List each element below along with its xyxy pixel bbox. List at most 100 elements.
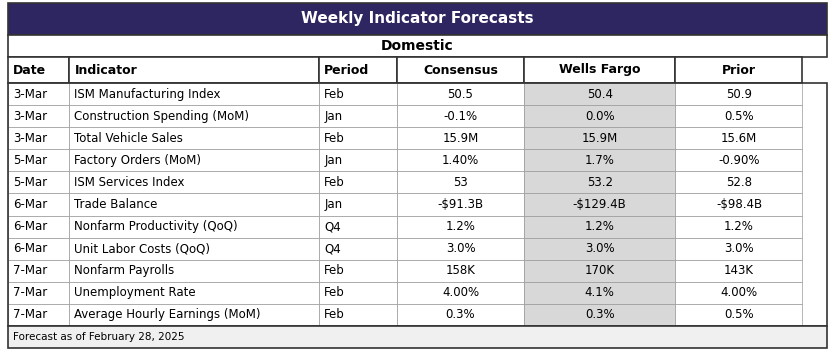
Text: Unemployment Rate: Unemployment Rate [74, 286, 196, 299]
Text: 50.5: 50.5 [448, 88, 473, 101]
Bar [676, 127, 802, 149]
Text: -0.90%: -0.90% [718, 154, 760, 167]
Text: 7-Mar: 7-Mar [13, 264, 48, 277]
Bar [69, 216, 319, 238]
Bar [676, 149, 802, 171]
Bar [676, 57, 802, 83]
Bar [319, 105, 397, 127]
Text: 1.2%: 1.2% [724, 220, 754, 233]
Text: 52.8: 52.8 [726, 176, 752, 189]
Text: 1.2%: 1.2% [584, 220, 615, 233]
Text: 0.5%: 0.5% [724, 110, 754, 122]
Text: 158K: 158K [446, 264, 475, 277]
Text: 3.0%: 3.0% [724, 242, 754, 255]
Text: ISM Manufacturing Index: ISM Manufacturing Index [74, 88, 221, 101]
Bar [524, 260, 676, 282]
Bar [524, 127, 676, 149]
Text: 53: 53 [453, 176, 468, 189]
Bar [69, 238, 319, 260]
Bar [8, 171, 69, 193]
Text: 1.2%: 1.2% [446, 220, 475, 233]
Text: Factory Orders (MoM): Factory Orders (MoM) [74, 154, 201, 167]
Bar [319, 149, 397, 171]
Text: Feb: Feb [324, 264, 345, 277]
Text: Feb: Feb [324, 309, 345, 322]
Bar [319, 193, 397, 216]
Bar [524, 282, 676, 304]
Text: -$129.4B: -$129.4B [573, 198, 626, 211]
Text: ISM Services Index: ISM Services Index [74, 176, 185, 189]
Text: 3-Mar: 3-Mar [13, 132, 47, 145]
Bar [8, 127, 69, 149]
Text: -0.1%: -0.1% [443, 110, 478, 122]
Bar [524, 171, 676, 193]
Text: 3.0%: 3.0% [446, 242, 475, 255]
Bar [397, 171, 524, 193]
Bar [8, 83, 69, 105]
Bar [397, 282, 524, 304]
Bar [8, 282, 69, 304]
Text: Weekly Indicator Forecasts: Weekly Indicator Forecasts [301, 12, 534, 26]
Text: Total Vehicle Sales: Total Vehicle Sales [74, 132, 184, 145]
Bar [69, 282, 319, 304]
Text: Trade Balance: Trade Balance [74, 198, 158, 211]
Text: 15.6M: 15.6M [721, 132, 757, 145]
Text: 0.5%: 0.5% [724, 309, 754, 322]
Bar [676, 171, 802, 193]
Bar [676, 260, 802, 282]
Text: Q4: Q4 [324, 242, 341, 255]
Text: -$98.4B: -$98.4B [716, 198, 762, 211]
Bar [8, 238, 69, 260]
Bar [397, 304, 524, 326]
Text: 7-Mar: 7-Mar [13, 286, 48, 299]
Bar [8, 83, 827, 326]
Bar [397, 193, 524, 216]
Bar [524, 149, 676, 171]
Bar [397, 57, 524, 83]
Text: 1.7%: 1.7% [584, 154, 615, 167]
Text: Wells Fargo: Wells Fargo [559, 64, 640, 77]
Bar [69, 171, 319, 193]
Bar [8, 216, 69, 238]
Bar [319, 57, 397, 83]
Text: 0.3%: 0.3% [446, 309, 475, 322]
Bar [69, 193, 319, 216]
Bar [8, 105, 69, 127]
Bar [69, 304, 319, 326]
Bar [8, 57, 69, 83]
Text: Period: Period [324, 64, 369, 77]
Text: 4.1%: 4.1% [584, 286, 615, 299]
Text: Jan: Jan [324, 110, 342, 122]
Text: Average Hourly Earnings (MoM): Average Hourly Earnings (MoM) [74, 309, 261, 322]
Text: Feb: Feb [324, 286, 345, 299]
Text: 4.00%: 4.00% [442, 286, 479, 299]
Text: 170K: 170K [584, 264, 615, 277]
Text: 5-Mar: 5-Mar [13, 176, 47, 189]
Text: Unit Labor Costs (QoQ): Unit Labor Costs (QoQ) [74, 242, 210, 255]
Bar [397, 83, 524, 105]
Bar [524, 57, 676, 83]
Text: 1.40%: 1.40% [442, 154, 479, 167]
Text: Jan: Jan [324, 198, 342, 211]
Bar [524, 105, 676, 127]
Bar [676, 216, 802, 238]
Bar [8, 304, 69, 326]
Bar [69, 260, 319, 282]
Bar [676, 83, 802, 105]
Text: Q4: Q4 [324, 220, 341, 233]
Text: Feb: Feb [324, 132, 345, 145]
Bar [8, 260, 69, 282]
Text: 3-Mar: 3-Mar [13, 88, 47, 101]
Text: 0.3%: 0.3% [584, 309, 615, 322]
Bar [524, 238, 676, 260]
Bar [676, 304, 802, 326]
Text: Jan: Jan [324, 154, 342, 167]
Bar [8, 149, 69, 171]
Bar [397, 149, 524, 171]
Text: 50.4: 50.4 [587, 88, 613, 101]
Text: 6-Mar: 6-Mar [13, 242, 48, 255]
Bar [319, 238, 397, 260]
Bar [397, 260, 524, 282]
Bar [319, 83, 397, 105]
Bar [676, 238, 802, 260]
